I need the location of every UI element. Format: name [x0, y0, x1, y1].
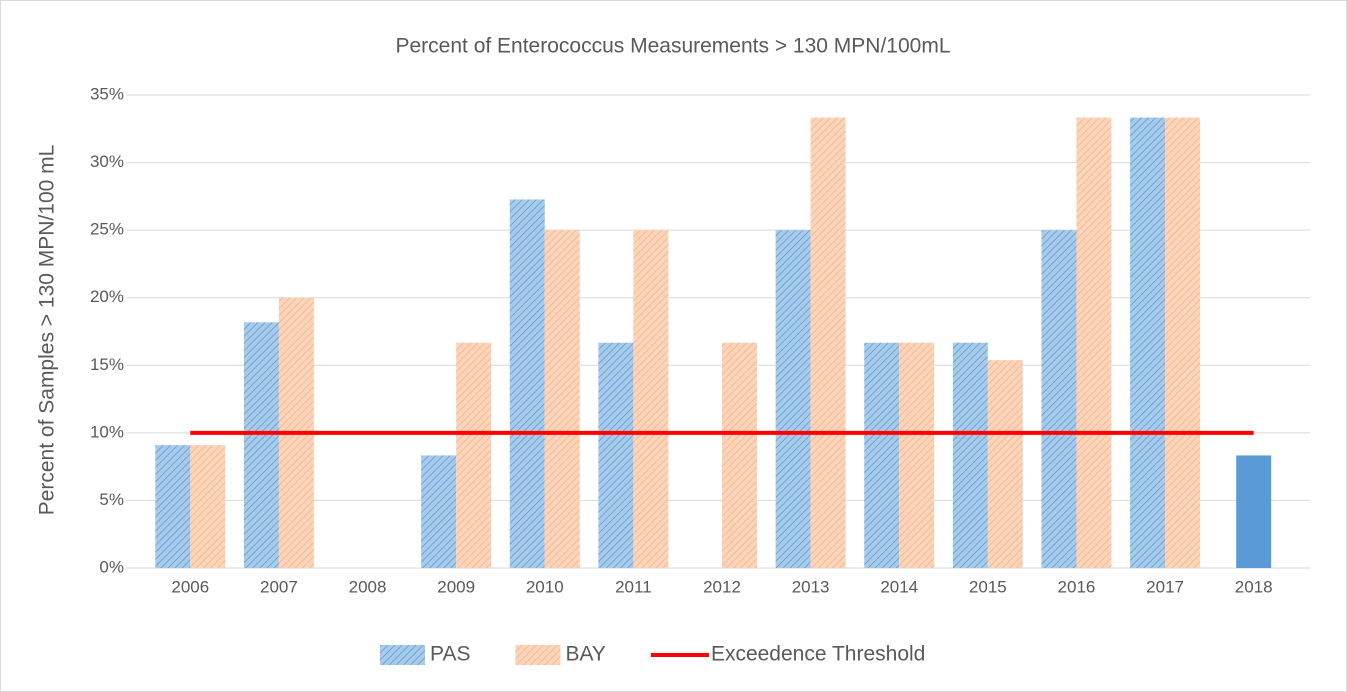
y-tick-label: 10%	[90, 422, 124, 441]
x-tick-label: 2010	[526, 577, 564, 596]
x-tick-label: 2015	[969, 577, 1007, 596]
bar	[810, 117, 846, 569]
x-tick-label: 2018	[1235, 577, 1273, 596]
bar	[899, 342, 935, 568]
bar	[633, 230, 669, 568]
y-tick-label: 30%	[90, 152, 124, 171]
legend-label: Exceedence Threshold	[711, 643, 925, 666]
bar	[987, 360, 1023, 568]
y-tick-label: 35%	[90, 84, 124, 103]
y-tick-label: 25%	[90, 220, 124, 239]
y-tick-label: 5%	[99, 490, 124, 509]
bar	[864, 342, 900, 568]
bar	[243, 322, 279, 568]
x-tick-label: 2014	[880, 577, 918, 596]
x-tick-label: 2011	[615, 577, 652, 596]
legend-label: PAS	[430, 643, 470, 666]
bar	[1236, 455, 1272, 568]
bar	[598, 342, 634, 568]
bar	[544, 230, 580, 568]
bar	[456, 342, 492, 568]
chart-title: Percent of Enterococcus Measurements > 1…	[395, 35, 950, 58]
legend-label: BAY	[565, 643, 605, 666]
legend-swatch	[515, 645, 561, 665]
bar	[1076, 117, 1112, 569]
bar	[509, 199, 545, 568]
y-axis-label: Percent of Samples > 130 MPN/100 mL	[36, 145, 59, 516]
y-tick-label: 15%	[90, 355, 124, 374]
bar	[775, 230, 811, 568]
x-tick-label: 2009	[437, 577, 475, 596]
x-tick-label: 2016	[1058, 577, 1096, 596]
bar	[1130, 117, 1166, 569]
x-tick-label: 2012	[703, 577, 741, 596]
bar	[421, 455, 457, 568]
x-tick-label: 2017	[1146, 577, 1184, 596]
bar	[155, 445, 191, 568]
x-tick-label: 2007	[260, 577, 298, 596]
bar	[952, 342, 988, 568]
legend-swatch	[380, 645, 425, 665]
x-tick-label: 2013	[792, 577, 830, 596]
bar	[722, 342, 757, 568]
bar	[190, 445, 226, 568]
x-tick-label: 2006	[171, 577, 209, 596]
y-tick-label: 0%	[99, 557, 124, 576]
bar	[1165, 117, 1201, 569]
y-tick-label: 20%	[90, 287, 124, 306]
x-tick-label: 2008	[349, 577, 387, 596]
bar	[1041, 230, 1077, 568]
